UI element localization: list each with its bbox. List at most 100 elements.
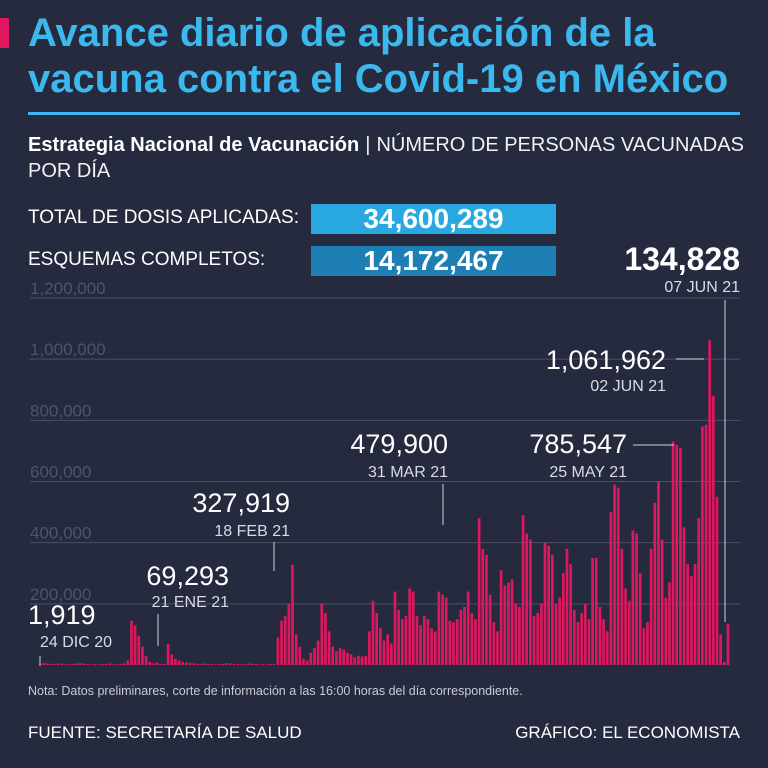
data-bar bbox=[108, 663, 111, 665]
annotation-value: 134,828 bbox=[624, 241, 740, 277]
data-bar bbox=[46, 663, 49, 665]
y-tick-label: 400,000 bbox=[30, 524, 91, 543]
page-title: Avance diario de aplicación de la vacuna… bbox=[28, 11, 729, 101]
total-doses-value: 34,600,289 bbox=[311, 204, 556, 234]
data-bar bbox=[214, 664, 217, 665]
subtitle-rest: NÚMERO DE PERSONAS VACUNADAS POR DÍA bbox=[28, 134, 744, 182]
data-bar bbox=[276, 637, 280, 665]
chart-subtitle: Estrategia Nacional de Vacunación | NÚMERO… bbox=[28, 132, 748, 184]
data-bar bbox=[265, 664, 269, 665]
data-bar bbox=[93, 664, 97, 665]
data-bar bbox=[642, 628, 646, 665]
data-bar bbox=[496, 631, 499, 665]
data-bar bbox=[547, 545, 550, 665]
data-bar bbox=[247, 663, 250, 665]
data-bar bbox=[572, 609, 576, 665]
data-bar bbox=[232, 663, 236, 665]
data-bar bbox=[111, 664, 115, 665]
data-bar bbox=[657, 481, 660, 665]
data-bar bbox=[75, 663, 78, 665]
data-bar bbox=[228, 663, 232, 665]
data-bar bbox=[646, 622, 649, 665]
y-tick-label: 800,000 bbox=[30, 401, 91, 420]
data-bar bbox=[86, 664, 89, 665]
annotation-date: 02 JUN 21 bbox=[590, 378, 666, 395]
data-bar bbox=[298, 646, 302, 665]
annotation-value: 479,900 bbox=[350, 429, 448, 459]
data-bar bbox=[115, 664, 119, 665]
data-bar bbox=[708, 340, 712, 665]
data-bar bbox=[712, 395, 715, 665]
data-bar bbox=[723, 661, 726, 665]
data-bar bbox=[525, 533, 529, 665]
data-bar bbox=[719, 634, 722, 665]
data-bar bbox=[448, 620, 452, 665]
data-bar bbox=[210, 664, 214, 665]
data-bar bbox=[199, 664, 203, 665]
data-bar bbox=[411, 591, 415, 665]
data-bar bbox=[404, 616, 408, 665]
data-bar bbox=[342, 649, 346, 665]
data-bar bbox=[510, 579, 514, 665]
data-bar bbox=[664, 597, 668, 665]
data-bar bbox=[185, 662, 188, 665]
annotation-date: 25 MAY 21 bbox=[549, 464, 627, 481]
data-bar bbox=[152, 663, 155, 665]
data-bar bbox=[631, 530, 635, 665]
data-bar bbox=[207, 663, 210, 665]
data-bar bbox=[133, 625, 137, 665]
data-bar bbox=[529, 539, 532, 665]
data-bar bbox=[64, 664, 67, 665]
data-bar bbox=[71, 663, 75, 665]
data-bar bbox=[375, 613, 378, 665]
data-bar bbox=[141, 646, 144, 665]
data-bar bbox=[671, 441, 675, 665]
data-bar bbox=[89, 664, 93, 665]
data-bar bbox=[477, 518, 481, 665]
annotation-date: 21 ENE 21 bbox=[152, 594, 229, 611]
data-bar bbox=[583, 603, 587, 665]
data-bar bbox=[163, 664, 166, 665]
y-tick-label: 200,000 bbox=[30, 585, 91, 604]
data-bar bbox=[67, 664, 71, 665]
data-bar bbox=[78, 663, 82, 665]
data-bar bbox=[514, 603, 518, 665]
data-bar bbox=[250, 663, 254, 665]
data-bar bbox=[715, 496, 719, 665]
data-bar bbox=[122, 663, 126, 665]
data-bar bbox=[562, 573, 565, 665]
footnote: Nota: Datos preliminares, corte de infor… bbox=[28, 684, 523, 698]
data-bar bbox=[331, 646, 335, 665]
data-bar bbox=[56, 663, 60, 665]
data-bar bbox=[682, 527, 686, 665]
data-bar bbox=[100, 663, 104, 665]
data-bar bbox=[426, 619, 430, 665]
data-bar bbox=[609, 512, 613, 665]
complete-schemes-label: ESQUEMAS COMPLETOS: bbox=[28, 249, 266, 270]
data-bar bbox=[686, 564, 690, 665]
data-bar bbox=[616, 487, 620, 665]
data-bar bbox=[452, 622, 455, 665]
data-bar bbox=[393, 591, 397, 665]
data-bar bbox=[188, 663, 192, 665]
annotation-value: 785,547 bbox=[529, 429, 627, 459]
data-bar bbox=[638, 573, 642, 665]
data-bar bbox=[463, 606, 466, 665]
data-bar bbox=[305, 660, 309, 665]
data-bar bbox=[441, 594, 444, 665]
data-bar bbox=[272, 664, 276, 665]
data-bar bbox=[239, 664, 243, 665]
data-bar bbox=[503, 585, 507, 665]
data-bar bbox=[627, 600, 631, 665]
data-bar bbox=[488, 594, 492, 665]
data-bar bbox=[166, 643, 170, 665]
data-bar bbox=[324, 613, 327, 665]
data-bar bbox=[660, 539, 664, 665]
data-bar bbox=[400, 619, 404, 665]
annotation-value: 1,919 bbox=[28, 600, 96, 630]
data-bar bbox=[675, 444, 679, 665]
data-bar bbox=[148, 661, 152, 665]
y-tick-label: 1,000,000 bbox=[30, 340, 106, 359]
data-bar bbox=[569, 564, 572, 665]
data-bar bbox=[316, 640, 320, 665]
